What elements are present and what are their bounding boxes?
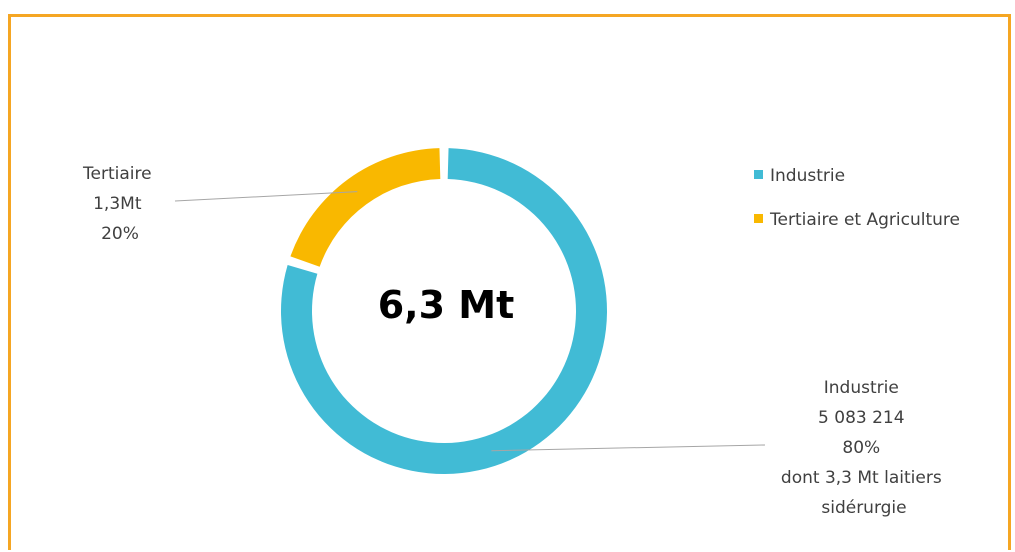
- legend-label-industrie: Industrie: [770, 166, 845, 186]
- leader-line: [174, 191, 358, 202]
- center-total-label: 6,3 Mt: [378, 283, 515, 327]
- data-label-line: 1,3Mt: [93, 194, 142, 214]
- data-label-line: sidérurgie: [821, 498, 906, 518]
- data-label-line: dont 3,3 Mt laitiers: [781, 468, 942, 488]
- data-label-industrie: Industrie 5 083 214 80% dont 3,3 Mt lait…: [781, 378, 947, 518]
- leader-lines: [174, 191, 766, 452]
- data-label-tertiaire: Tertiaire 1,3Mt 20%: [82, 164, 157, 244]
- legend-swatch-industrie: [754, 170, 763, 179]
- leader-line: [491, 444, 766, 452]
- data-label-line: 20%: [101, 224, 139, 244]
- data-label-line: 5 083 214: [818, 408, 905, 428]
- legend-swatch-tertiaire: [754, 214, 763, 223]
- data-label-line: Tertiaire: [82, 164, 152, 184]
- legend: Industrie Tertiaire et Agriculture: [754, 166, 960, 230]
- chart-frame: [8, 14, 1011, 550]
- donut-slice-tertiaire-et-agriculture: [290, 148, 441, 267]
- data-label-line: 80%: [842, 438, 880, 458]
- donut-slices: [281, 148, 608, 475]
- data-label-line: Industrie: [824, 378, 899, 398]
- legend-label-tertiaire: Tertiaire et Agriculture: [769, 210, 960, 230]
